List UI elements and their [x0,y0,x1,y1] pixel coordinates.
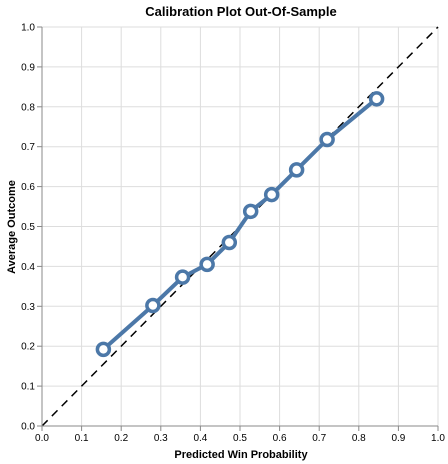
data-point [288,162,305,178]
data-point [199,256,215,273]
y-tick-label: 0.5 [21,222,35,233]
data-point [95,341,112,358]
x-tick-label: 0.3 [154,433,168,444]
y-tick-label: 0.4 [21,262,35,273]
x-tick-label: 0.7 [312,433,326,444]
x-tick-label: 0.5 [233,433,247,444]
x-tick-label: 0.6 [273,433,287,444]
data-point [319,131,335,148]
data-point [263,186,280,203]
data-point [145,297,161,314]
y-tick-label: 0.9 [21,62,35,73]
series-line [101,96,379,352]
y-tick-label: 0.2 [21,342,35,353]
y-tick-label: 0.3 [21,302,35,313]
y-tick-label: 0.1 [21,382,35,393]
x-tick-label: 0.2 [114,433,128,444]
y-axis-title: Average Outcome [6,180,18,274]
y-tick-label: 1.0 [21,23,35,34]
x-tick-label: 1.0 [431,433,445,444]
data-point [242,203,259,220]
x-tick-label: 0.0 [35,433,49,444]
y-tick-label: 0.7 [21,142,35,153]
series-layer [95,91,385,358]
y-tick-label: 0.8 [21,102,35,113]
chart-title: Calibration Plot Out-Of-Sample [145,4,336,19]
y-tick-label: 0.6 [21,182,35,193]
data-point [221,234,238,251]
x-axis-title: Predicted Win Probability [174,449,308,461]
y-tick-label: 0.0 [21,422,35,433]
x-tick-label: 0.4 [193,433,207,444]
axes: 0.0 0.1 0.2 0.3 0.4 0.5 0.6 0.7 0.8 0.9 1.0 0.0 0.1 0… [21,23,445,445]
x-tick-label: 0.9 [391,433,405,444]
data-point [368,91,385,107]
x-tick-label: 0.8 [352,433,366,444]
data-point [174,269,191,285]
x-tick-label: 0.1 [75,433,89,444]
